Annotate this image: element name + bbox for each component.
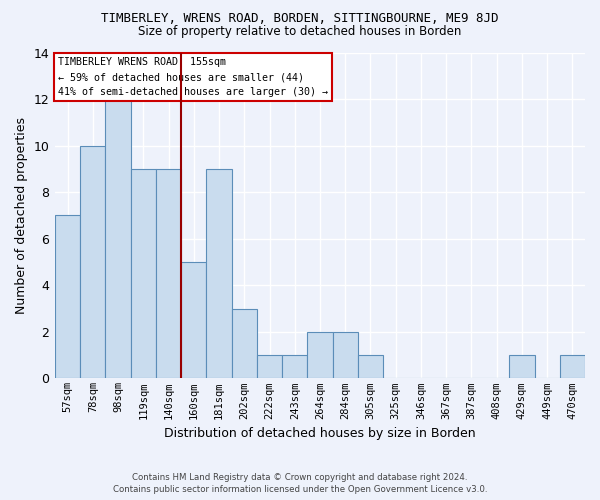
Bar: [509, 355, 535, 378]
Y-axis label: Number of detached properties: Number of detached properties: [15, 117, 28, 314]
Text: TIMBERLEY, WRENS ROAD, BORDEN, SITTINGBOURNE, ME9 8JD: TIMBERLEY, WRENS ROAD, BORDEN, SITTINGBO…: [101, 12, 499, 26]
Text: Size of property relative to detached houses in Borden: Size of property relative to detached ho…: [139, 25, 461, 38]
Bar: [181, 262, 206, 378]
Bar: [560, 355, 585, 378]
Bar: [257, 355, 282, 378]
Text: TIMBERLEY WRENS ROAD: 155sqm
← 59% of detached houses are smaller (44)
41% of se: TIMBERLEY WRENS ROAD: 155sqm ← 59% of de…: [58, 58, 328, 97]
Bar: [156, 169, 181, 378]
Bar: [55, 216, 80, 378]
Bar: [106, 99, 131, 378]
Bar: [131, 169, 156, 378]
Bar: [232, 308, 257, 378]
Bar: [332, 332, 358, 378]
Bar: [206, 169, 232, 378]
Bar: [80, 146, 106, 378]
Bar: [358, 355, 383, 378]
X-axis label: Distribution of detached houses by size in Borden: Distribution of detached houses by size …: [164, 427, 476, 440]
Bar: [282, 355, 307, 378]
Text: Contains HM Land Registry data © Crown copyright and database right 2024.
Contai: Contains HM Land Registry data © Crown c…: [113, 472, 487, 494]
Bar: [307, 332, 332, 378]
